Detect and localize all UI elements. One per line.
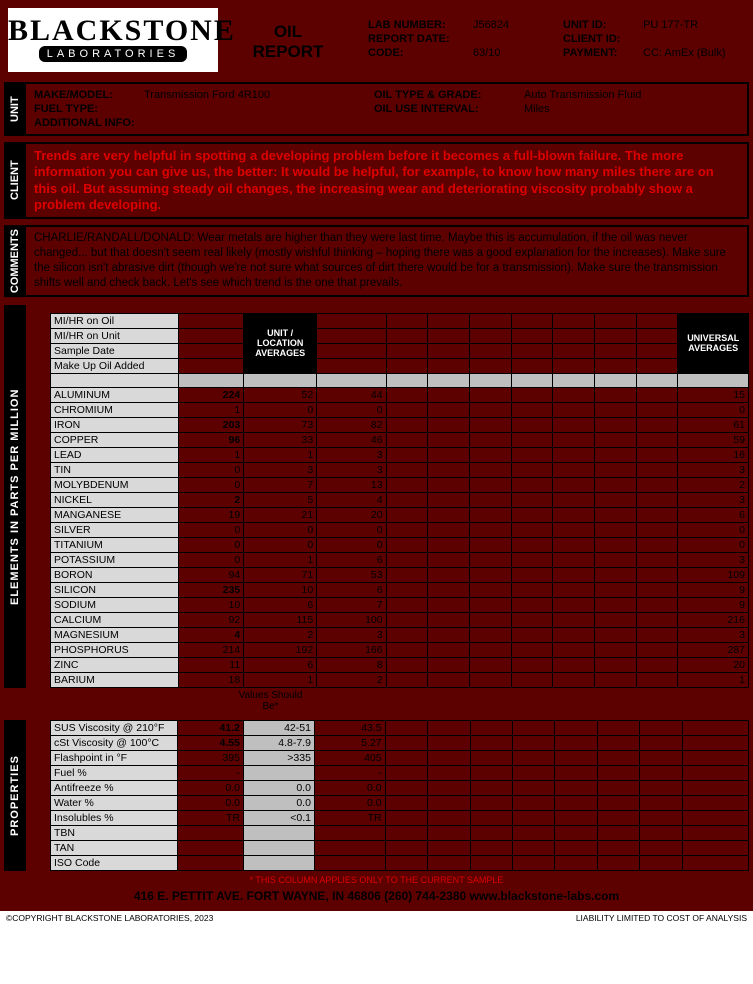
client-section: CLIENT Trends are very helpful in spotti…	[4, 142, 749, 219]
element-row: TIN0333	[51, 463, 749, 478]
fuel-value	[144, 103, 374, 115]
table-header-row: MI/HR on OilUNIT / LOCATION AVERAGESUNIV…	[51, 314, 749, 329]
property-row: Antifreeze %0.00.00.0	[51, 781, 749, 796]
properties-table: SUS Viscosity @ 210°F41.242-5143.5cSt Vi…	[50, 720, 749, 871]
element-row: BARIUM18121	[51, 673, 749, 688]
copyright-row: ©COPYRIGHT BLACKSTONE LABORATORIES, 2023…	[0, 911, 753, 925]
client-box: Trends are very helpful in spotting a de…	[26, 142, 749, 219]
comments-side-label: COMMENTS	[4, 225, 26, 297]
client-id-value	[643, 33, 745, 45]
property-row: Insolubles %TR<0.1TR	[51, 811, 749, 826]
unit-id-label: UNIT ID:	[563, 19, 643, 31]
elements-table-wrap: ELEMENTS IN PARTS PER MILLION MI/HR on O…	[4, 305, 749, 688]
payment-label: PAYMENT:	[563, 47, 643, 59]
element-row: SODIUM10679	[51, 598, 749, 613]
make-label: MAKE/MODEL:	[34, 89, 144, 101]
copyright-right: LIABILITY LIMITED TO COST OF ANALYSIS	[576, 913, 747, 923]
oiluse-label: OIL USE INTERVAL:	[374, 103, 524, 115]
lab-number-value: J56824	[473, 19, 563, 31]
header-fields: LAB NUMBER: J56824 UNIT ID: PU 177-TR RE…	[358, 8, 745, 60]
report-title: OIL REPORT	[218, 8, 358, 63]
logo-name: BLACKSTONE	[8, 8, 218, 48]
property-row: ISO Code	[51, 856, 749, 871]
oil-report: BLACKSTONE LABORATORIES OIL REPORT LAB N…	[0, 0, 753, 911]
property-row: SUS Viscosity @ 210°F41.242-5143.5	[51, 721, 749, 736]
fuel-label: FUEL TYPE:	[34, 103, 144, 115]
element-row: SILVER0000	[51, 523, 749, 538]
copyright-left: ©COPYRIGHT BLACKSTONE LABORATORIES, 2023	[6, 913, 213, 923]
unit-section: UNIT MAKE/MODEL: Transmission Ford 4R100…	[4, 82, 749, 136]
property-row: Water %0.00.00.0	[51, 796, 749, 811]
unit-id-value: PU 177-TR	[643, 19, 745, 31]
element-row: POTASSIUM0163	[51, 553, 749, 568]
code-value: 63/10	[473, 47, 563, 59]
comments-text: CHARLIE/RANDALL/DONALD: Wear metals are …	[34, 231, 739, 291]
client-side-label: CLIENT	[4, 142, 26, 219]
client-id-label: CLIENT ID:	[563, 33, 643, 45]
values-should-be: Values Should Be*	[233, 690, 308, 712]
report-date-value	[473, 33, 563, 45]
elements-table: MI/HR on OilUNIT / LOCATION AVERAGESUNIV…	[50, 313, 749, 688]
oiltype-label: OIL TYPE & GRADE:	[374, 89, 524, 101]
element-row: COPPER96334659	[51, 433, 749, 448]
element-row: ALUMINUM224524415	[51, 388, 749, 403]
report-date-label: REPORT DATE:	[368, 33, 473, 45]
addl-label: ADDITIONAL INFO:	[34, 117, 144, 129]
property-row: Flashpoint in °F395>335405	[51, 751, 749, 766]
element-row: CHROMIUM1000	[51, 403, 749, 418]
properties-table-wrap: PROPERTIES SUS Viscosity @ 210°F41.242-5…	[4, 720, 749, 871]
property-row: TAN	[51, 841, 749, 856]
element-row: NICKEL2543	[51, 493, 749, 508]
lab-number-label: LAB NUMBER:	[368, 19, 473, 31]
unit-side-label: UNIT	[4, 82, 26, 136]
element-row: SILICON2351069	[51, 583, 749, 598]
footer-address: 416 E. PETTIT AVE. FORT WAYNE, IN 46806 …	[4, 889, 749, 907]
element-row: MAGNESIUM4233	[51, 628, 749, 643]
element-row: CALCIUM92115100216	[51, 613, 749, 628]
element-row: MOLYBDENUM07132	[51, 478, 749, 493]
element-row: BORON947153109	[51, 568, 749, 583]
element-row: LEAD11316	[51, 448, 749, 463]
property-row: TBN	[51, 826, 749, 841]
table-header-row: Sample Date	[51, 344, 749, 359]
element-row: ZINC116820	[51, 658, 749, 673]
element-row: IRON203738261	[51, 418, 749, 433]
element-row: MANGANESE1921206	[51, 508, 749, 523]
title-line2: REPORT	[218, 42, 358, 62]
property-row: Fuel %--	[51, 766, 749, 781]
title-line1: OIL	[218, 22, 358, 42]
element-row: TITANIUM0000	[51, 538, 749, 553]
table-header-row: MI/HR on Unit	[51, 329, 749, 344]
oiluse-value: Miles	[524, 103, 739, 115]
footer-note: * THIS COLUMN APPLIES ONLY TO THE CURREN…	[4, 875, 749, 885]
oiltype-value: Auto Transmission Fluid	[524, 89, 739, 101]
comments-box: CHARLIE/RANDALL/DONALD: Wear metals are …	[26, 225, 749, 297]
report-header: BLACKSTONE LABORATORIES OIL REPORT LAB N…	[4, 4, 749, 76]
payment-value: CC: AmEx (Bulk)	[643, 47, 745, 59]
unit-box: MAKE/MODEL: Transmission Ford 4R100 OIL …	[26, 82, 749, 136]
blackstone-logo: BLACKSTONE LABORATORIES	[8, 8, 218, 72]
element-row: PHOSPHORUS214192166287	[51, 643, 749, 658]
table-header-row: Make Up Oil Added	[51, 359, 749, 374]
property-row: cSt Viscosity @ 100°C4.554.8-7.95.27	[51, 736, 749, 751]
properties-side-label: PROPERTIES	[4, 720, 26, 871]
elements-side-label: ELEMENTS IN PARTS PER MILLION	[4, 305, 26, 688]
spacer-row	[51, 374, 749, 388]
logo-sub: LABORATORIES	[39, 46, 188, 62]
client-text: Trends are very helpful in spotting a de…	[34, 148, 739, 213]
comments-section: COMMENTS CHARLIE/RANDALL/DONALD: Wear me…	[4, 225, 749, 297]
make-value: Transmission Ford 4R100	[144, 89, 374, 101]
code-label: CODE:	[368, 47, 473, 59]
